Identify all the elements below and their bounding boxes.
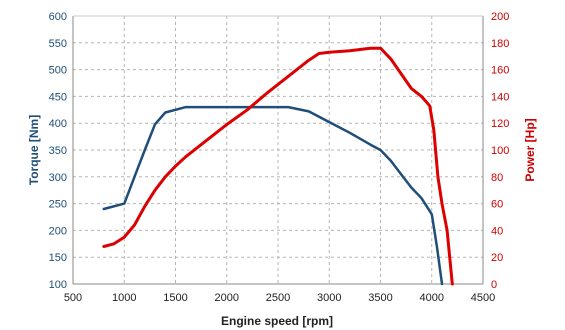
y-right-tick-label: 140	[491, 91, 509, 103]
y-left-tick-label: 250	[49, 199, 67, 211]
x-tick-label: 4500	[471, 292, 495, 304]
y-left-tick-label: 100	[49, 279, 67, 291]
tick-labels: 100 150 200 250 300 350 400 450 500 550 600 0 20 40 60…	[49, 11, 510, 304]
y-left-tick-label: 350	[49, 145, 67, 157]
x-tick-label: 500	[64, 292, 82, 304]
power-curve	[102, 46, 454, 286]
y-right-tick-label: 20	[491, 252, 503, 264]
y-left-tick-label: 450	[49, 91, 67, 103]
x-tick-label: 3000	[317, 292, 341, 304]
y-left-tick-label: 600	[49, 11, 67, 23]
x-tick-label: 2000	[215, 292, 239, 304]
x-tick-label: 3500	[368, 292, 392, 304]
x-axis-title: Engine speed [rpm]	[221, 314, 333, 328]
y-left-tick-label: 500	[49, 65, 67, 77]
x-tick-label: 1500	[163, 292, 187, 304]
y-right-tick-label: 180	[491, 38, 509, 50]
y-axis-left-title: Torque [Nm]	[27, 115, 41, 185]
y-left-tick-label: 150	[49, 252, 67, 264]
y-right-tick-label: 160	[491, 65, 509, 77]
series	[102, 46, 454, 286]
y-left-tick-label: 300	[49, 172, 67, 184]
y-right-tick-label: 120	[491, 118, 509, 130]
x-tick-label: 2500	[266, 292, 290, 304]
y-left-tick-label: 200	[49, 225, 67, 237]
y-right-tick-label: 100	[491, 145, 509, 157]
y-right-tick-label: 40	[491, 225, 503, 237]
y-right-tick-label: 0	[491, 279, 497, 291]
x-tick-label: 1000	[112, 292, 136, 304]
y-right-tick-label: 200	[491, 11, 509, 23]
y-left-tick-label: 550	[49, 38, 67, 50]
torque-curve	[102, 105, 444, 286]
x-tick-label: 4000	[420, 292, 444, 304]
y-left-tick-label: 400	[49, 118, 67, 130]
gridlines	[73, 15, 483, 284]
y-right-tick-label: 80	[491, 172, 503, 184]
axes	[72, 15, 484, 285]
y-axis-right-title: Power [Hp]	[523, 118, 537, 181]
y-right-tick-label: 60	[491, 199, 503, 211]
